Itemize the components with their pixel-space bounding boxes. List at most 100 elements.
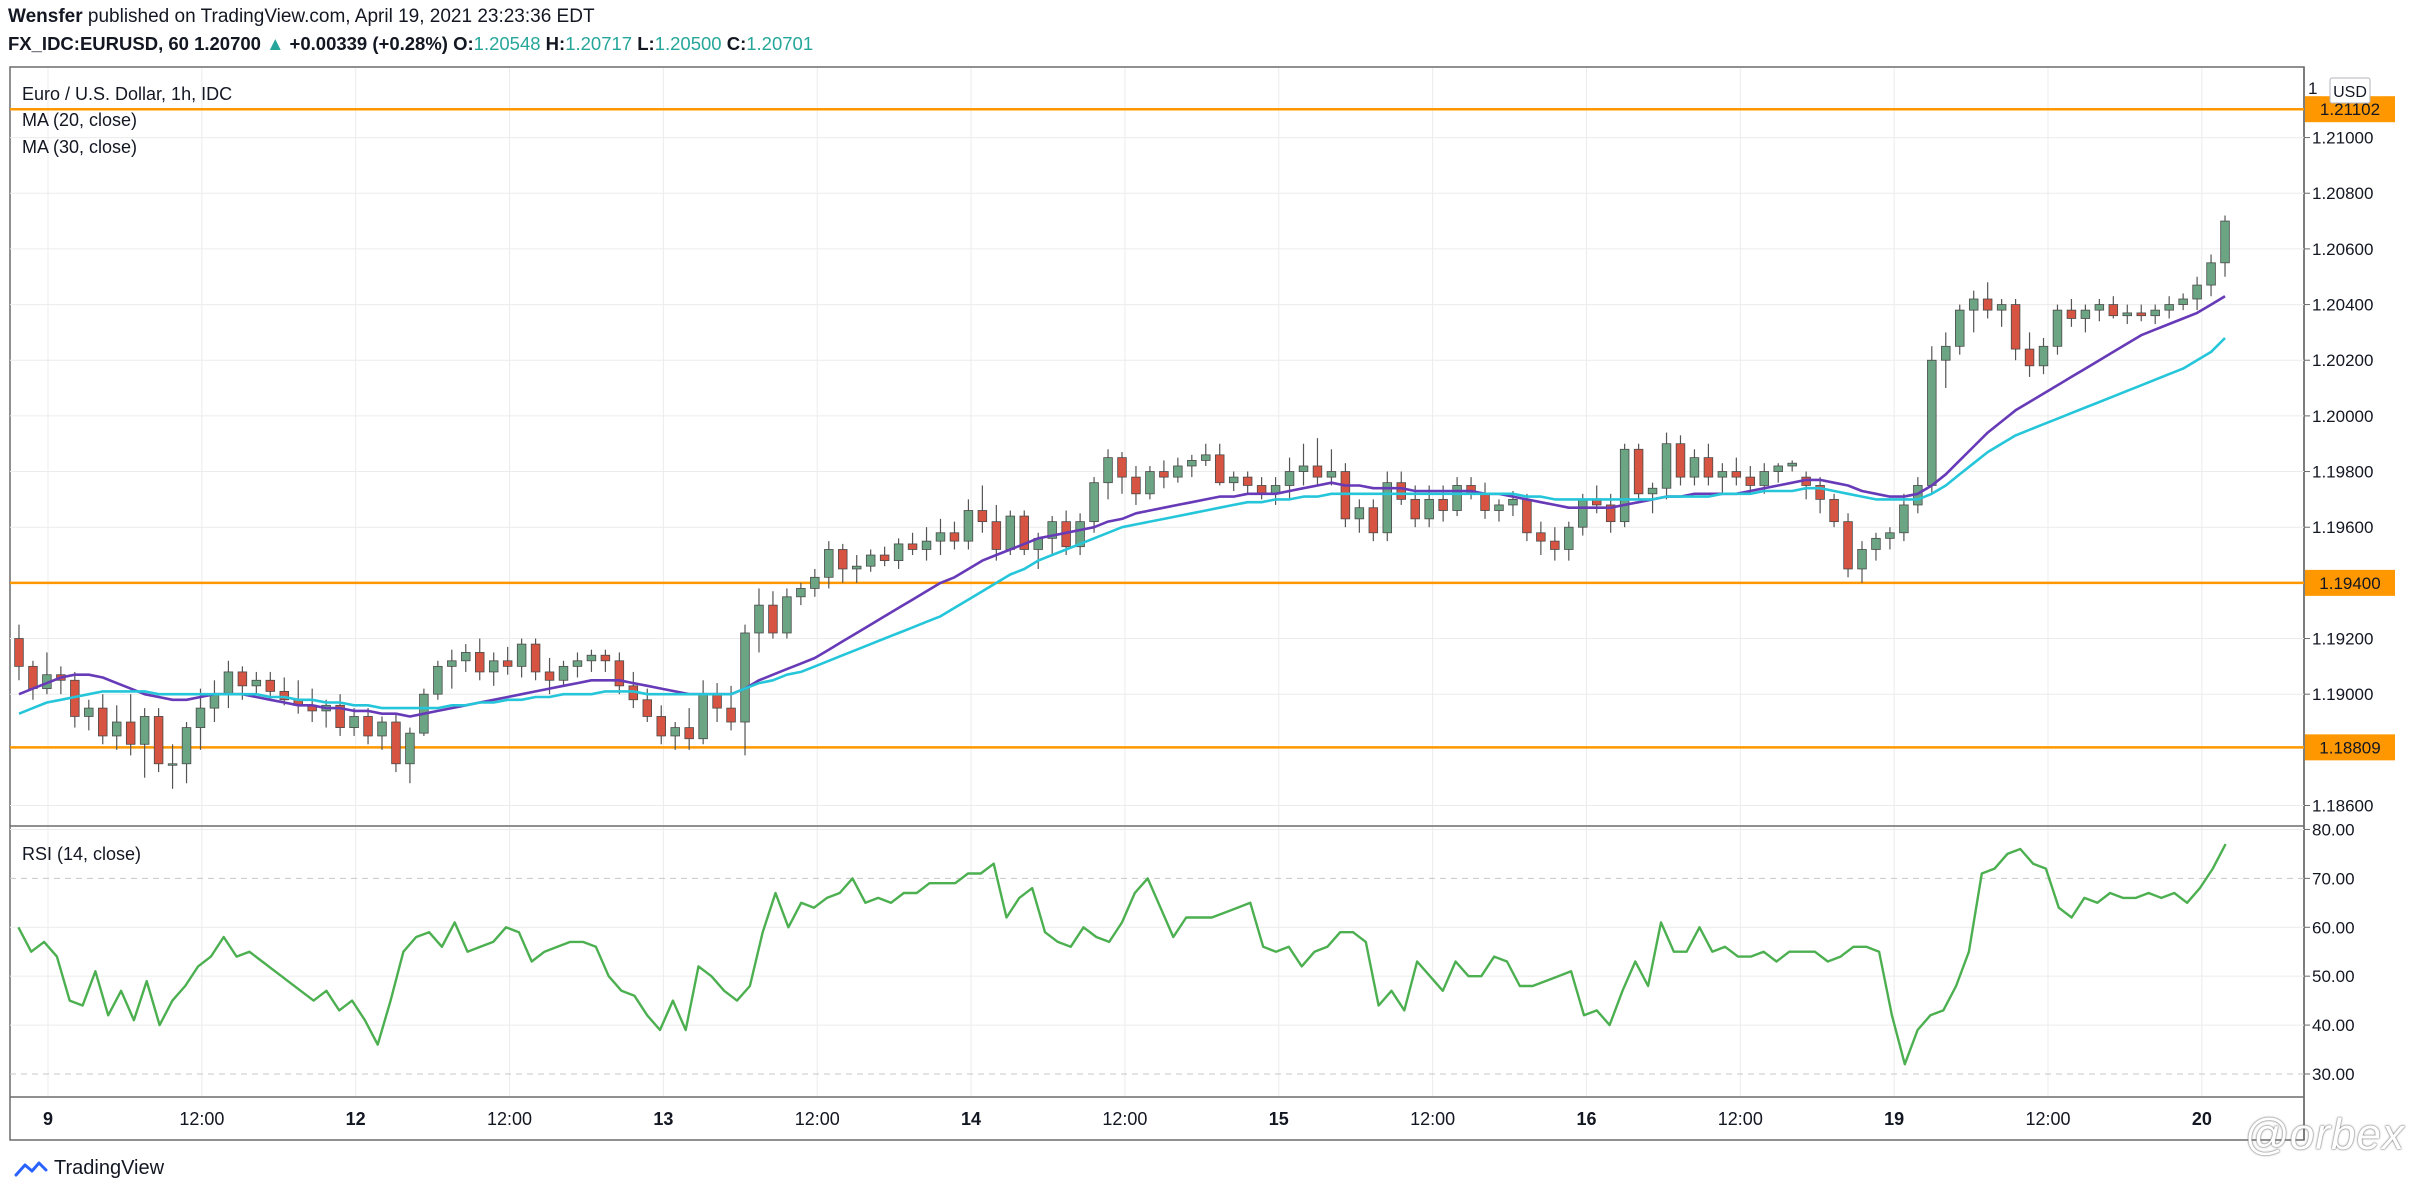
candle-body[interactable] (907, 543, 918, 550)
candle-body[interactable] (1647, 487, 1658, 495)
candle-body[interactable] (1396, 482, 1406, 500)
candle-body[interactable] (2178, 298, 2188, 305)
candle-body[interactable] (1173, 465, 1183, 478)
candle-body[interactable] (642, 699, 653, 717)
candle-body[interactable] (2038, 345, 2049, 367)
candle-body[interactable] (1522, 498, 1532, 534)
candle-body[interactable] (2122, 312, 2133, 317)
candle-body[interactable] (1941, 345, 1951, 361)
candle-body[interactable] (1228, 476, 1239, 484)
candle-body[interactable] (1996, 304, 2007, 311)
candle-body[interactable] (2164, 304, 2174, 311)
candle-body[interactable] (893, 543, 904, 562)
candle-body[interactable] (572, 660, 583, 667)
candle-body[interactable] (1187, 460, 1197, 467)
candle-body[interactable] (1578, 498, 1588, 528)
candle-body[interactable] (1508, 498, 1518, 506)
candle-body[interactable] (1703, 457, 1714, 478)
candle-body[interactable] (600, 654, 611, 662)
candle-body[interactable] (153, 716, 164, 765)
candle-body[interactable] (237, 671, 248, 687)
candle-body[interactable] (1452, 485, 1462, 511)
candle-body[interactable] (1354, 507, 1365, 520)
rsi-axis[interactable]: 80.00 70.00 60.00 50.00 40.00 30.00 (2304, 820, 2355, 1084)
candle-body[interactable] (851, 565, 862, 570)
candle-body[interactable] (712, 693, 722, 709)
candle-body[interactable] (1815, 485, 1825, 500)
currency-box[interactable] (2329, 77, 2371, 104)
candle-body[interactable] (461, 652, 471, 662)
candle-body[interactable] (1410, 498, 1420, 520)
candle-body[interactable] (1368, 507, 1379, 534)
candle-body[interactable] (1955, 309, 1965, 347)
candle-body[interactable] (279, 691, 289, 701)
candlestick-series[interactable] (14, 215, 2230, 789)
candle-body[interactable] (1019, 515, 1029, 550)
candle-body[interactable] (1968, 298, 1979, 311)
candle-body[interactable] (1047, 521, 1057, 539)
candle-body[interactable] (1564, 526, 1574, 550)
candle-body[interactable] (782, 596, 792, 634)
candle-body[interactable] (1242, 476, 1253, 486)
candle-body[interactable] (2080, 309, 2091, 319)
candle-body[interactable] (2052, 309, 2063, 347)
candle-body[interactable] (1982, 298, 1993, 311)
candle-body[interactable] (754, 604, 764, 634)
candle-body[interactable] (684, 727, 694, 740)
candle-body[interactable] (1843, 521, 1853, 570)
candle-body[interactable] (1550, 540, 1560, 550)
candle-body[interactable] (963, 510, 974, 542)
candle-body[interactable] (614, 660, 625, 687)
candle-body[interactable] (838, 549, 848, 570)
candle-body[interactable] (2220, 220, 2230, 264)
candle-body[interactable] (405, 732, 415, 765)
candle-body[interactable] (935, 532, 946, 542)
rsi-line[interactable] (17, 843, 2227, 1066)
candle-body[interactable] (433, 665, 443, 695)
candle-body[interactable] (991, 521, 1002, 550)
candle-body[interactable] (949, 532, 960, 542)
candle-body[interactable] (1326, 471, 1337, 478)
ma20-line[interactable] (18, 295, 2226, 718)
candle-body[interactable] (656, 716, 666, 737)
candle-body[interactable] (1424, 498, 1434, 520)
candle-body[interactable] (265, 679, 276, 692)
candle-body[interactable] (1605, 504, 1616, 523)
candle-body[interactable] (111, 721, 122, 737)
candle-body[interactable] (516, 643, 527, 667)
candle-body[interactable] (1675, 443, 1686, 478)
candle-body[interactable] (2136, 312, 2146, 317)
candle-body[interactable] (2010, 304, 2021, 350)
candle-body[interactable] (1382, 482, 1393, 534)
time-axis[interactable]: 9 12:00 12 12:00 13 12:00 14 12:00 15 12:00 16 12:0… (43, 1109, 2212, 1129)
candle-body[interactable] (2206, 262, 2216, 286)
candle-body[interactable] (1927, 359, 1937, 486)
candle-body[interactable] (84, 707, 94, 717)
candle-body[interactable] (1340, 471, 1351, 520)
price-axis[interactable]: 1.18600 1.19000 1.19200 1.19600 1.19800 1.200… (2304, 129, 2373, 816)
candle-body[interactable] (167, 763, 178, 766)
candle-body[interactable] (349, 716, 359, 728)
candle-body[interactable] (1494, 504, 1504, 511)
candle-body[interactable] (2108, 304, 2119, 317)
candle-body[interactable] (1312, 465, 1323, 478)
candle-body[interactable] (447, 660, 457, 667)
candle-body[interactable] (977, 510, 988, 523)
candle-body[interactable] (1829, 498, 1839, 523)
candle-body[interactable] (1075, 521, 1085, 548)
candle-body[interactable] (544, 671, 555, 681)
candle-body[interactable] (1284, 471, 1295, 486)
candle-body[interactable] (1731, 471, 1742, 478)
candle-body[interactable] (209, 693, 220, 709)
candle-body[interactable] (223, 671, 234, 695)
candle-body[interactable] (1201, 454, 1211, 461)
candle-body[interactable] (796, 588, 806, 598)
candle-body[interactable] (740, 632, 750, 723)
candle-body[interactable] (2066, 309, 2077, 319)
candle-body[interactable] (2024, 348, 2035, 367)
candle-body[interactable] (125, 721, 136, 745)
level-price-tag[interactable] (2305, 734, 2395, 761)
candle-body[interactable] (810, 576, 820, 589)
candle-body[interactable] (335, 704, 345, 728)
